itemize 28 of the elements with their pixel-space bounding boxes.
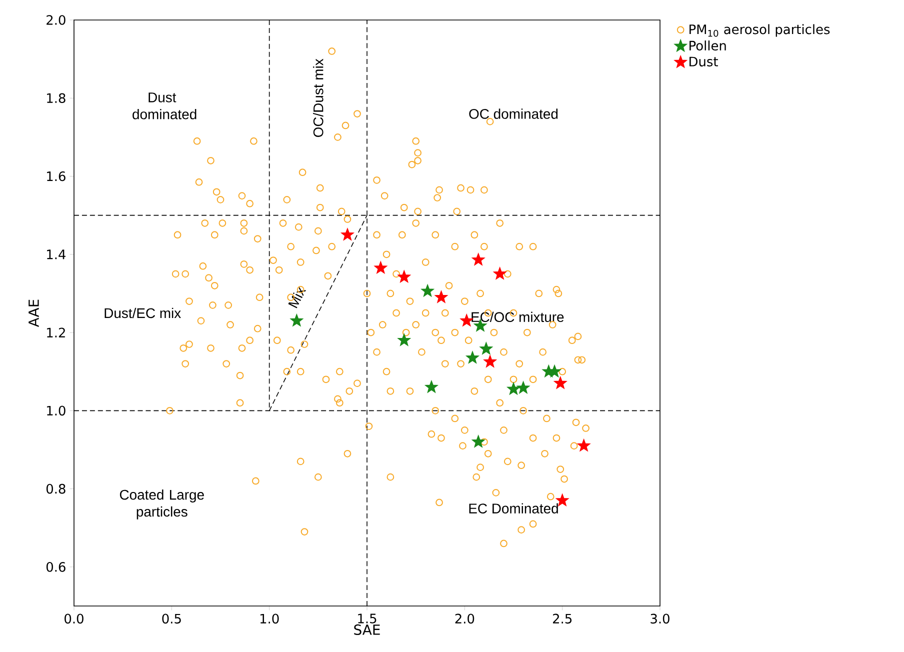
x-tick-label: 0.0 [64, 614, 84, 624]
annotation: Dust/EC mix [104, 308, 181, 318]
x-tick-label: 3.0 [650, 614, 670, 624]
annotation: Coated Large particles [120, 489, 204, 520]
x-tick-label: 1.5 [358, 614, 376, 624]
annotation: OC dominated [469, 108, 558, 119]
y-tick-label: 1.8 [47, 93, 66, 104]
annotation: Dust dominated [132, 92, 196, 120]
legend-label: Dust [690, 56, 718, 66]
legend-label: Pollen [690, 40, 726, 51]
x-tick-label: 2.5 [552, 614, 572, 624]
x-axis-title: SAE [354, 624, 380, 635]
y-tick-label: 0.6 [46, 562, 66, 572]
y-tick-label: 1.4 [47, 250, 66, 260]
y-tick-label: 1.2 [47, 328, 65, 338]
x-tick-label: 1.0 [260, 614, 279, 624]
legend-label: PM$_{10}$ aerosol particles [690, 24, 830, 37]
annotation: EC/OC mixture [472, 312, 564, 322]
y-tick-label: 2.0 [46, 15, 66, 25]
y-tick-label: 1.6 [47, 171, 66, 182]
y-axis-title: AAE [28, 300, 39, 328]
x-tick-label: 0.5 [162, 614, 181, 624]
y-tick-label: 0.8 [46, 484, 66, 494]
annotation: OC/Dust mix [313, 58, 324, 137]
x-tick-label: 2.0 [455, 614, 474, 624]
annotation: Mix [288, 286, 306, 308]
y-tick-label: 1.0 [47, 406, 66, 416]
annotation: EC Dominated [469, 503, 558, 514]
